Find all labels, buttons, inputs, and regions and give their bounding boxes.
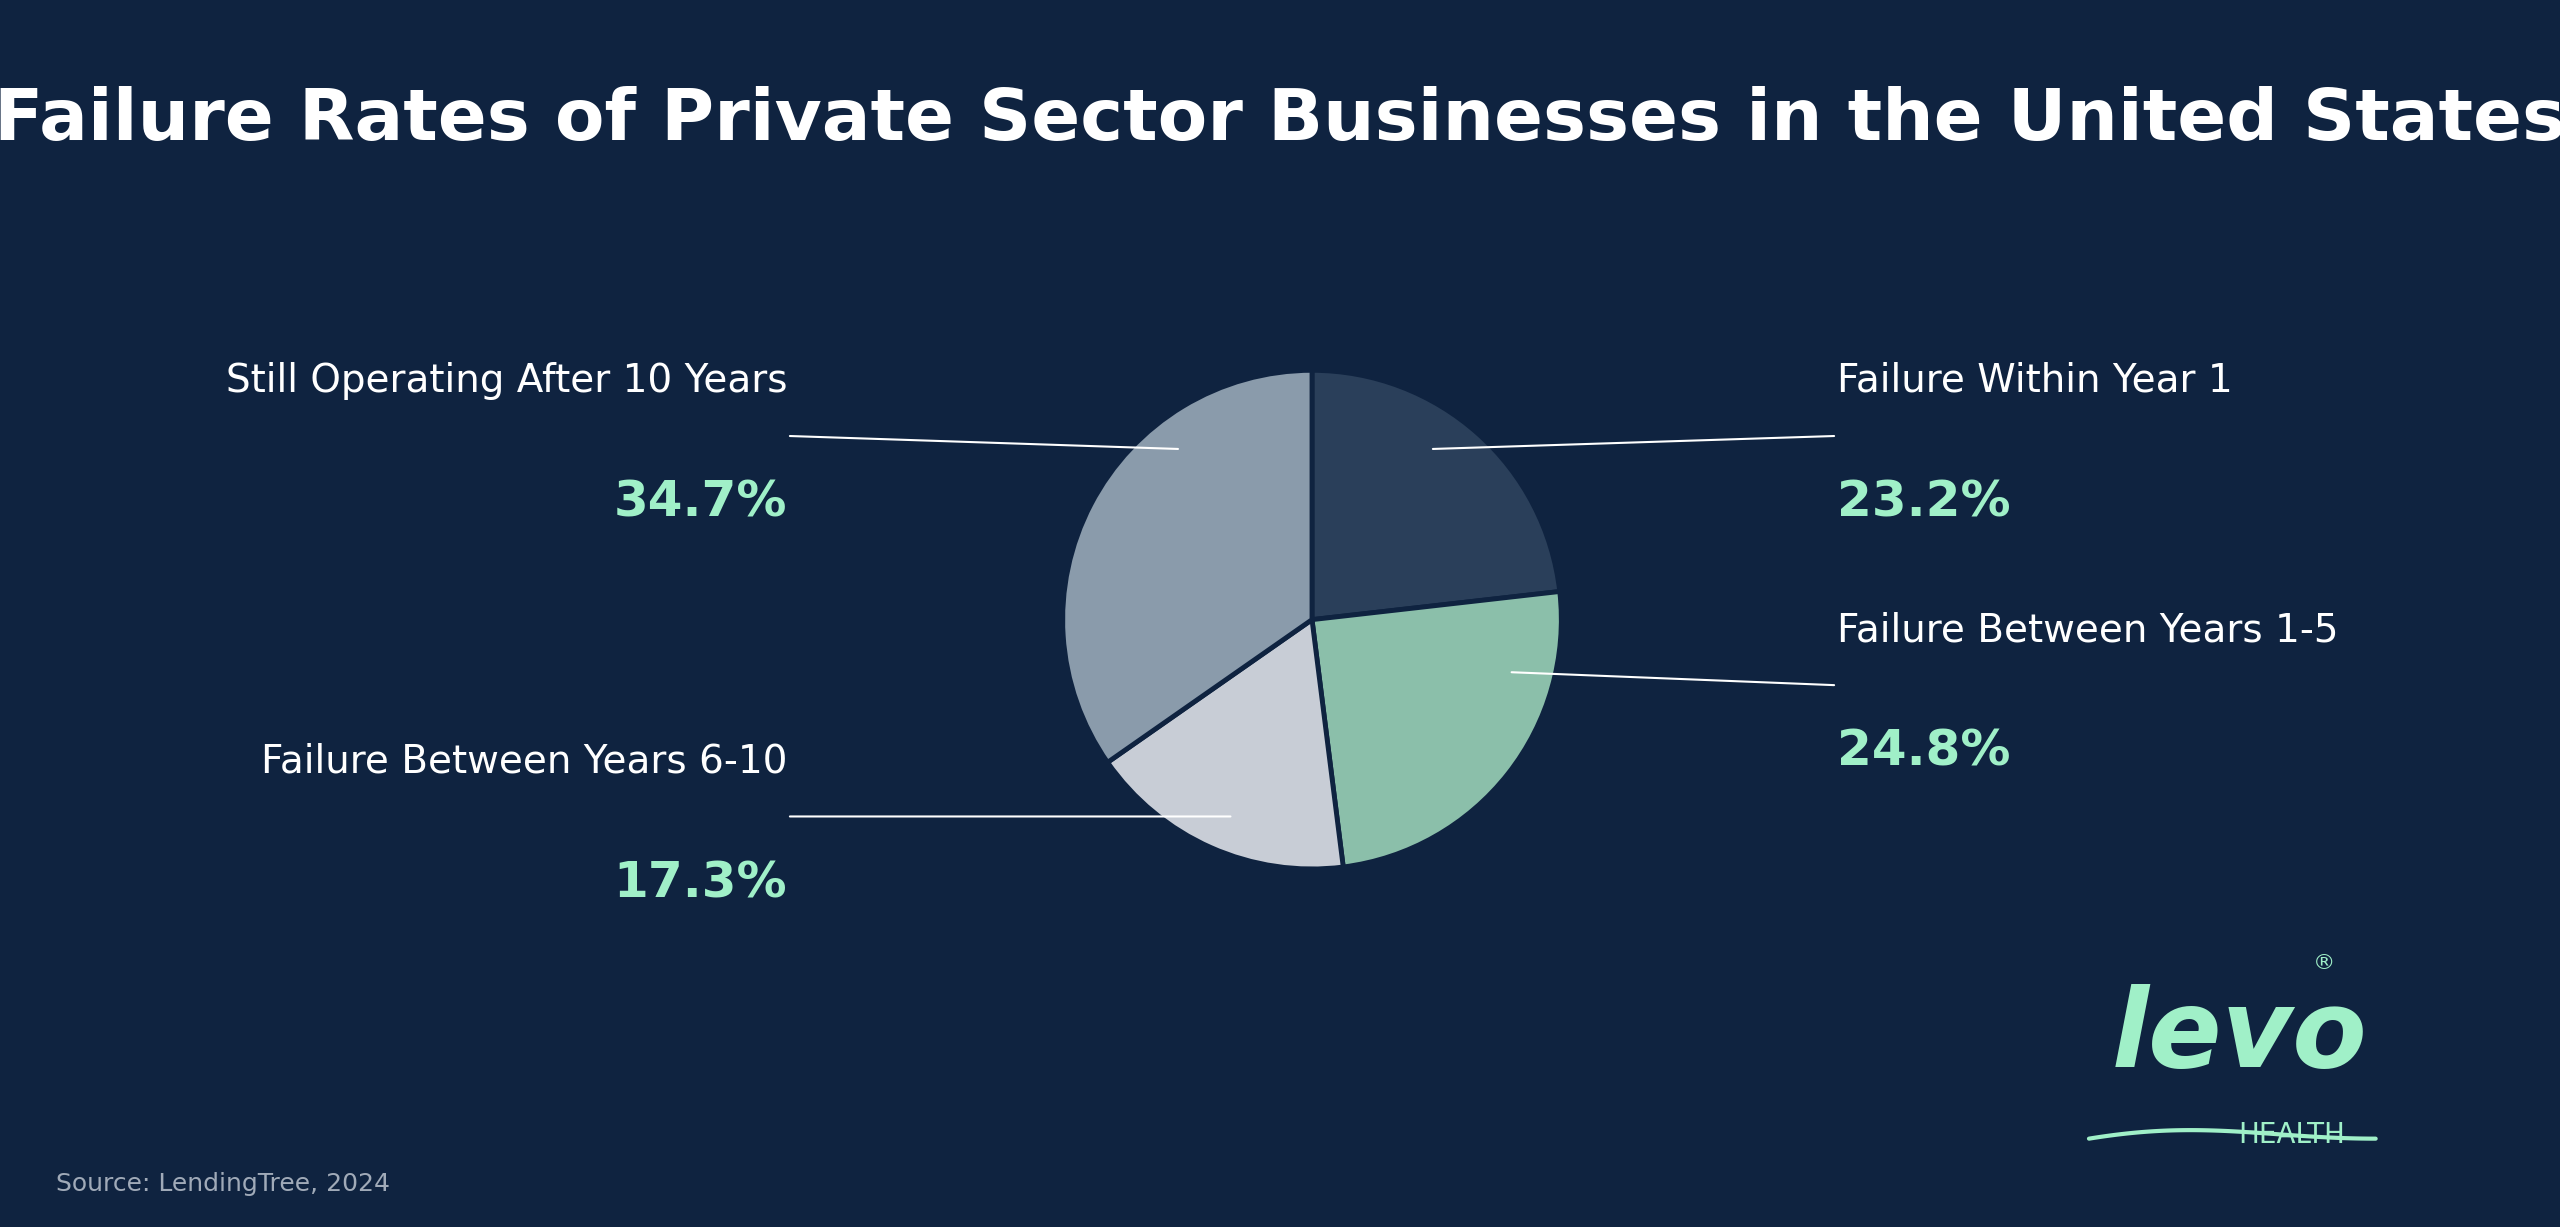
Text: Still Operating After 10 Years: Still Operating After 10 Years	[225, 362, 786, 400]
Wedge shape	[1313, 591, 1562, 867]
Text: HEALTH: HEALTH	[2237, 1121, 2345, 1148]
Wedge shape	[1108, 620, 1344, 869]
Text: 17.3%: 17.3%	[614, 859, 786, 907]
Text: levo: levo	[2112, 984, 2368, 1090]
Text: 24.8%: 24.8%	[1838, 728, 2010, 775]
Text: Failure Within Year 1: Failure Within Year 1	[1838, 362, 2232, 400]
Text: 23.2%: 23.2%	[1838, 479, 2010, 526]
Text: 34.7%: 34.7%	[614, 479, 786, 526]
Text: Failure Rates of Private Sector Businesses in the United States: Failure Rates of Private Sector Business…	[0, 86, 2560, 155]
Wedge shape	[1062, 371, 1313, 762]
Text: Failure Between Years 6-10: Failure Between Years 6-10	[261, 742, 786, 780]
Text: Source: LendingTree, 2024: Source: LendingTree, 2024	[56, 1172, 389, 1196]
Text: Failure Between Years 1-5: Failure Between Years 1-5	[1838, 611, 2337, 649]
Wedge shape	[1311, 371, 1559, 620]
Text: ®: ®	[2314, 953, 2335, 973]
